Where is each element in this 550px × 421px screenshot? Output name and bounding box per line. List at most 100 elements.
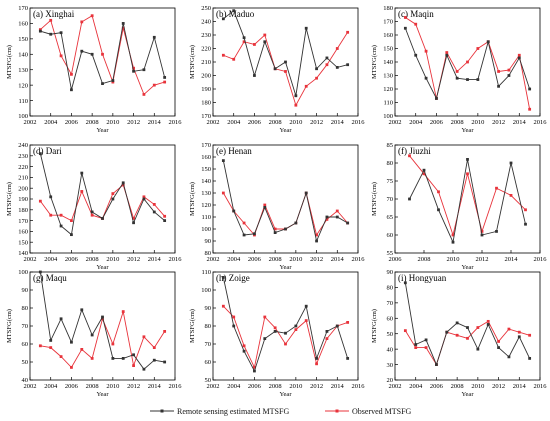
panel-7: (h) Zoige 2002 2004 2006 2008 2010 2012 2014 201… <box>189 269 365 398</box>
data-point-remote <box>70 340 73 344</box>
x-tick-label: 2008 <box>86 119 99 126</box>
data-point-observed <box>70 72 73 76</box>
data-point-observed <box>437 190 440 194</box>
y-tick-label: 85 <box>387 142 394 149</box>
y-tick-label: 170 <box>201 142 211 149</box>
data-point-observed <box>466 60 469 64</box>
data-point-remote <box>121 181 125 185</box>
x-tick-label: 2012 <box>476 256 489 263</box>
data-point-observed <box>304 319 308 322</box>
y-tick-label: 180 <box>383 5 393 12</box>
data-point-observed <box>80 20 84 24</box>
data-point-remote <box>528 87 532 91</box>
data-point-remote <box>346 221 350 225</box>
x-tick-label: 2002 <box>24 119 37 126</box>
series-line-remote <box>409 159 526 244</box>
y-tick-label: 170 <box>18 5 28 12</box>
data-point-observed <box>346 30 350 34</box>
data-point-observed <box>497 70 500 73</box>
data-point-observed <box>509 194 513 197</box>
data-point-remote <box>435 97 438 100</box>
data-point-observed <box>507 327 511 331</box>
data-point-observed <box>455 333 459 337</box>
data-point-remote <box>476 347 480 351</box>
x-axis-label: Year <box>97 391 110 398</box>
data-point-observed <box>335 47 339 50</box>
y-tick-label: 100 <box>201 287 211 294</box>
y-tick-label: 160 <box>18 21 28 28</box>
data-point-remote <box>294 221 298 225</box>
y-tick-label: 50 <box>205 377 212 384</box>
y-axis-label: MTSFG(cm) <box>189 182 196 216</box>
data-point-remote <box>346 357 350 360</box>
data-point-observed <box>304 84 308 88</box>
x-tick-label: 2012 <box>127 383 140 390</box>
y-tick-label: 110 <box>383 100 393 107</box>
data-point-observed <box>49 18 53 22</box>
data-point-remote <box>507 355 511 359</box>
data-point-remote <box>163 219 167 222</box>
data-point-remote <box>59 317 63 321</box>
data-point-observed <box>325 218 329 221</box>
data-point-remote <box>101 315 104 319</box>
data-point-observed <box>422 172 426 176</box>
y-tick-label: 120 <box>18 82 28 89</box>
x-tick-label: 2014 <box>148 119 162 126</box>
data-point-remote <box>221 159 225 162</box>
data-point-observed <box>486 319 490 323</box>
y-tick-label: 60 <box>387 232 394 239</box>
data-point-remote <box>424 338 428 342</box>
x-tick-label: 2016 <box>169 383 183 390</box>
data-point-observed <box>221 53 225 57</box>
data-point-remote <box>101 217 104 220</box>
y-tick-label: 150 <box>383 46 393 53</box>
y-tick-label: 180 <box>201 100 211 107</box>
data-point-remote <box>304 191 308 195</box>
data-point-observed <box>90 14 94 18</box>
data-point-remote <box>49 32 53 36</box>
y-tick-label: 250 <box>201 5 211 12</box>
x-tick-label: 2014 <box>513 119 527 126</box>
data-point-remote <box>90 52 94 56</box>
data-point-remote <box>90 210 94 214</box>
data-point-observed <box>528 333 532 337</box>
panel-6: (g) Maqu 2002 2004 2006 2008 2010 2012 2014 2016… <box>6 269 182 398</box>
data-point-remote <box>422 168 426 172</box>
legend-observed-swatch <box>325 409 349 413</box>
y-tick-label: 140 <box>18 250 28 257</box>
data-point-observed <box>49 346 53 349</box>
data-point-observed <box>315 76 318 80</box>
data-point-remote <box>253 369 256 373</box>
data-point-remote <box>507 74 511 77</box>
x-tick-label: 2006 <box>430 383 444 390</box>
y-tick-label: 110 <box>201 214 211 221</box>
x-axis-label: Year <box>462 264 475 271</box>
legend-remote-swatch <box>150 409 174 413</box>
x-tick-label: 2010 <box>289 119 302 126</box>
panel-title: (i) Hongyuan <box>398 273 447 283</box>
x-tick-label: 2012 <box>127 256 140 263</box>
x-axis-label: Year <box>280 127 293 134</box>
legend-remote-label: Remote sensing estimated MTSFG <box>177 406 290 416</box>
data-point-remote <box>408 197 411 201</box>
data-point-remote <box>242 36 246 40</box>
x-tick-label: 2014 <box>331 383 345 390</box>
data-point-observed <box>253 366 256 369</box>
data-point-observed <box>517 53 521 57</box>
x-tick-label: 2010 <box>106 119 119 126</box>
series-line-observed <box>39 184 165 222</box>
y-tick-label: 110 <box>18 98 28 105</box>
data-point-remote <box>315 67 318 71</box>
data-point-remote <box>315 239 318 243</box>
data-point-observed <box>111 192 115 195</box>
x-tick-label: 2004 <box>227 383 241 390</box>
x-tick-label: 2012 <box>127 119 140 126</box>
x-tick-label: 2014 <box>505 256 519 263</box>
y-tick-label: 80 <box>205 323 212 330</box>
y-tick-label: 200 <box>18 185 28 192</box>
panel-title: (f) Jiuzhi <box>398 146 431 156</box>
data-point-remote <box>152 358 156 362</box>
data-point-observed <box>221 191 225 195</box>
data-point-observed <box>263 33 267 37</box>
data-point-remote <box>132 221 135 225</box>
